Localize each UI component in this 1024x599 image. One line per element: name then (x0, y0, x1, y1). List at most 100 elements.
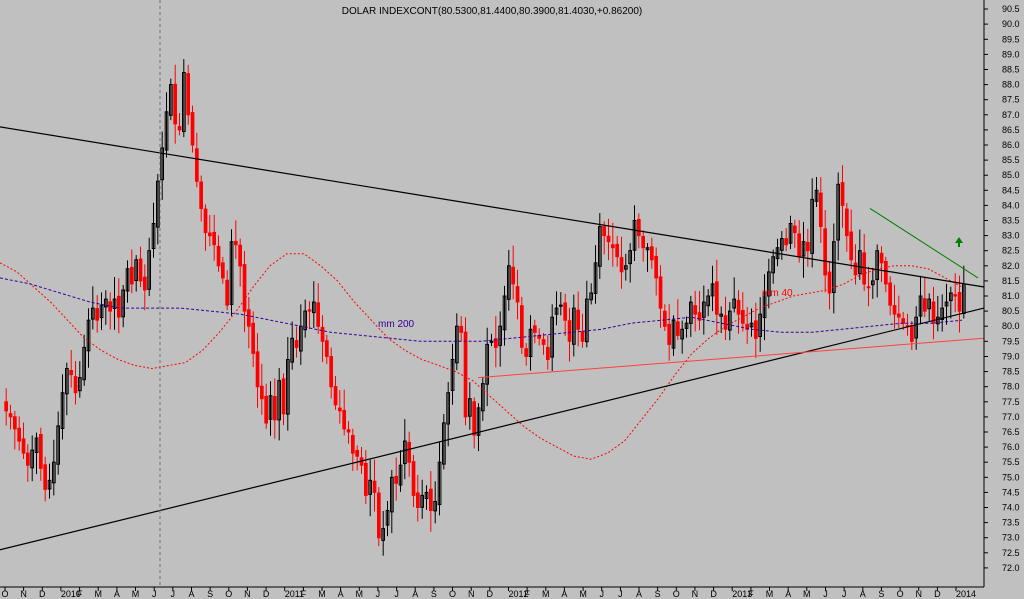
x-tick-label: 2010 (61, 589, 81, 599)
y-tick-label: 85.0 (1002, 170, 1020, 180)
x-tick-label: J (152, 589, 157, 599)
up-candle (875, 250, 879, 281)
up-candle (762, 292, 767, 319)
down-candle (563, 302, 567, 321)
up-candle (528, 328, 533, 357)
x-tick-label: F (748, 589, 754, 599)
chart-title: DOLAR INDEXCONT(80.5300,81.4400,80.3900,… (342, 6, 642, 17)
up-candle (156, 180, 160, 228)
up-candle (832, 241, 836, 293)
down-candle (823, 228, 827, 276)
x-tick-label: N (915, 589, 922, 599)
x-tick-label: M (803, 589, 811, 599)
down-candle (654, 255, 658, 279)
up-candle (151, 223, 156, 249)
x-tick-label: M (766, 589, 774, 599)
x-tick-label: J (376, 589, 381, 599)
up-candle (485, 343, 489, 385)
x-tick-label: N (468, 589, 475, 599)
x-tick-label: N (20, 589, 27, 599)
up-candle (34, 437, 39, 453)
y-tick-label: 84.5 (1002, 185, 1020, 195)
x-tick-label: J (171, 589, 176, 599)
up-candle (728, 310, 732, 331)
x-tick-label: M (94, 589, 102, 599)
down-candle (247, 309, 251, 327)
down-candle (459, 325, 463, 333)
down-candle (294, 340, 299, 348)
down-candle (338, 407, 342, 412)
x-tick-label: A (188, 589, 194, 599)
down-candle (355, 450, 359, 457)
down-candle (892, 305, 897, 315)
down-candle (320, 326, 325, 342)
down-candle (208, 232, 212, 237)
x-tick-label: A (561, 589, 567, 599)
x-tick-label: S (655, 589, 661, 599)
x-tick-label: D (934, 589, 941, 599)
x-tick-label: A (412, 589, 418, 599)
down-candle (472, 401, 476, 436)
x-tick-label: A (114, 589, 120, 599)
up-candle (836, 183, 840, 241)
down-candle (273, 396, 277, 421)
down-candle (199, 181, 204, 209)
down-candle (697, 312, 702, 321)
down-candle (190, 112, 195, 146)
up-candle (598, 226, 602, 267)
up-candle (589, 292, 593, 301)
x-tick-label: A (785, 589, 791, 599)
y-tick-label: 80.0 (1002, 321, 1020, 331)
down-candle (372, 480, 377, 493)
down-candle (351, 435, 355, 454)
up-candle (719, 313, 723, 317)
up-candle (585, 298, 589, 343)
y-tick-label: 79.5 (1002, 336, 1020, 346)
x-tick-label: A (338, 589, 344, 599)
down-candle (26, 452, 30, 466)
down-candle (4, 401, 9, 412)
down-candle (108, 301, 113, 312)
x-tick-label: F (524, 589, 530, 599)
down-candle (221, 262, 225, 279)
down-candle (117, 295, 121, 318)
down-candle (95, 308, 100, 321)
x-tick-label: S (431, 589, 437, 599)
up-candle (684, 322, 689, 329)
up-candle (112, 298, 117, 310)
y-tick-label: 89.5 (1002, 34, 1020, 44)
y-tick-label: 82.0 (1002, 261, 1020, 271)
y-tick-label: 87.5 (1002, 95, 1020, 105)
down-candle (879, 252, 884, 264)
x-tick-label: M (356, 589, 364, 599)
down-candle (611, 244, 615, 249)
down-candle (676, 321, 680, 336)
y-tick-label: 72.0 (1002, 563, 1020, 573)
down-candle (862, 252, 866, 285)
up-candle (940, 307, 944, 321)
y-tick-label: 82.5 (1002, 246, 1020, 256)
up-candle (871, 280, 875, 286)
down-candle (333, 386, 338, 406)
down-candle (346, 429, 351, 433)
down-candle (69, 370, 74, 376)
up-candle (572, 307, 576, 345)
down-candle (411, 461, 416, 496)
down-candle (251, 322, 256, 354)
down-candle (953, 294, 957, 297)
up-candle (390, 476, 394, 513)
y-tick-label: 81.0 (1002, 291, 1020, 301)
y-tick-label: 90.0 (1002, 19, 1020, 29)
down-candle (931, 301, 936, 324)
down-candle (797, 233, 801, 258)
down-candle (541, 339, 546, 345)
up-candle (559, 304, 563, 307)
up-candle (368, 479, 372, 495)
up-candle (710, 283, 715, 297)
y-axis: 72.0 72.5 73.0 73.5 74.0 74.5 75.0 75.5 76.0 76.5… (984, 4, 1020, 573)
up-candle (918, 295, 923, 317)
up-candle (169, 84, 173, 116)
up-candle (398, 464, 403, 486)
up-candle (229, 241, 234, 305)
